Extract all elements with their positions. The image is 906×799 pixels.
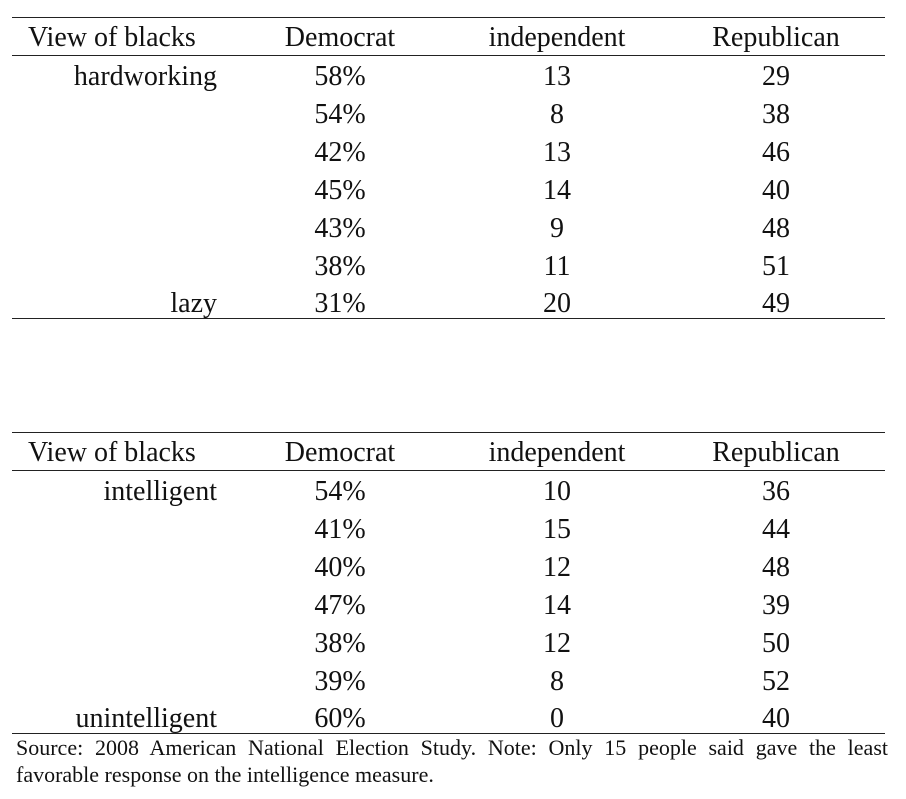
- table-cell: 14: [543, 175, 571, 206]
- table-cell: 15: [543, 514, 571, 545]
- column-header: Democrat: [284, 437, 396, 468]
- table-cell: 44: [762, 514, 790, 545]
- table-cell: 49: [762, 288, 790, 319]
- table-top-rule: [12, 432, 885, 433]
- column-header: Republican: [712, 437, 840, 468]
- column-header: Democrat: [284, 22, 396, 53]
- column-header: View of blacks: [28, 22, 196, 53]
- table-cell: 8: [550, 99, 564, 130]
- table-cell: 39: [762, 590, 790, 621]
- table-cell: 51: [762, 251, 790, 282]
- table-cell: 12: [543, 552, 571, 583]
- table-cell: 40: [762, 703, 790, 734]
- row-label: unintelligent: [75, 703, 217, 734]
- table-cell: 11: [543, 251, 571, 282]
- table-cell: 46: [762, 137, 790, 168]
- table-bottom-rule: [12, 733, 885, 734]
- row-label: hardworking: [73, 61, 217, 92]
- table-cell: 13: [543, 61, 571, 92]
- table-cell: 38%: [314, 251, 366, 282]
- column-header: independent: [488, 437, 626, 468]
- table-cell: 54%: [314, 476, 366, 507]
- table-cell: 38%: [314, 628, 366, 659]
- row-label: intelligent: [103, 476, 217, 507]
- table-cell: 41%: [314, 514, 366, 545]
- table-cell: 45%: [314, 175, 366, 206]
- table-cell: 60%: [314, 703, 366, 734]
- table-cell: 50: [762, 628, 790, 659]
- table-cell: 14: [543, 590, 571, 621]
- table-cell: 40%: [314, 552, 366, 583]
- table-cell: 20: [543, 288, 571, 319]
- table-cell: 0: [550, 703, 564, 734]
- table-cell: 52: [762, 666, 790, 697]
- table-top-rule: [12, 17, 885, 18]
- column-header: independent: [488, 22, 626, 53]
- source-note: Source: 2008 American National Election …: [16, 735, 888, 787]
- table-cell: 31%: [314, 288, 366, 319]
- header-rule: [12, 470, 885, 471]
- table-cell: 48: [762, 213, 790, 244]
- table-cell: 38: [762, 99, 790, 130]
- table-cell: 54%: [314, 99, 366, 130]
- table-cell: 47%: [314, 590, 366, 621]
- row-label: lazy: [170, 288, 217, 319]
- table-cell: 9: [550, 213, 564, 244]
- table-cell: 48: [762, 552, 790, 583]
- table-bottom-rule: [12, 318, 885, 319]
- table-cell: 13: [543, 137, 571, 168]
- table-cell: 42%: [314, 137, 366, 168]
- table-cell: 36: [762, 476, 790, 507]
- table-cell: 39%: [314, 666, 366, 697]
- table-cell: 12: [543, 628, 571, 659]
- table-cell: 40: [762, 175, 790, 206]
- table-cell: 43%: [314, 213, 366, 244]
- table-cell: 8: [550, 666, 564, 697]
- column-header: View of blacks: [28, 437, 196, 468]
- table-cell: 29: [762, 61, 790, 92]
- table-cell: 10: [543, 476, 571, 507]
- table-cell: 58%: [314, 61, 366, 92]
- column-header: Republican: [712, 22, 840, 53]
- header-rule: [12, 55, 885, 56]
